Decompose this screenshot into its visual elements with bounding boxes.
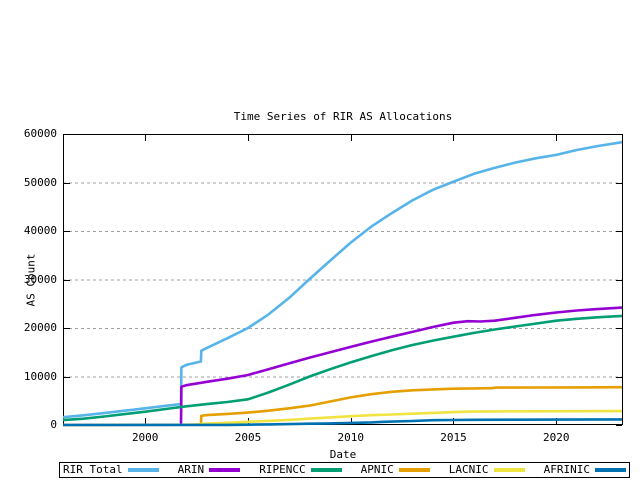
legend-label: ARIN	[177, 463, 205, 476]
legend: RIR Total ARIN RIPENCC APNIC LACNIC AFRINIC	[59, 462, 630, 478]
chart-title: Time Series of RIR AS Allocations	[233, 110, 453, 123]
legend-swatch	[398, 468, 430, 472]
legend-swatch	[310, 468, 342, 472]
y-tick-label: 60000	[23, 127, 57, 140]
plot-border	[63, 134, 623, 425]
legend-item-ripencc: RIPENCC	[259, 463, 342, 476]
y-tick-label: 10000	[23, 369, 57, 383]
series-line-apnic	[199, 385, 623, 425]
legend-swatch	[127, 468, 159, 472]
y-tick-label: 50000	[23, 175, 57, 189]
legend-swatch	[209, 468, 241, 472]
legend-item-lacnic: LACNIC	[449, 464, 525, 476]
series-line-arin	[62, 306, 623, 427]
y-tick-label: 40000	[23, 224, 57, 237]
y-tick-label: 0	[50, 418, 57, 431]
y-tick-label: 20000	[23, 321, 57, 334]
x-axis-label: Date	[329, 448, 357, 461]
legend-label: APNIC	[360, 463, 394, 476]
y-tick-label: 30000	[23, 272, 57, 286]
x-tick-label: 2020	[542, 431, 570, 444]
series-line-afrinic	[62, 418, 623, 427]
x-tick-label: 2005	[234, 431, 262, 444]
x-tick-label: 2000	[131, 431, 159, 444]
x-tick-label: 2010	[337, 431, 364, 444]
series-line-rir-total	[62, 140, 623, 419]
series-line-lacnic	[62, 409, 623, 427]
legend-item-afrinic: AFRINIC	[544, 464, 626, 476]
legend-label: RIR Total	[63, 463, 123, 476]
legend-item-apnic: APNIC	[361, 464, 430, 476]
legend-label: RIPENCC	[259, 463, 306, 476]
legend-label: LACNIC	[448, 463, 489, 476]
x-tick-label: 2015	[440, 431, 467, 444]
series-line-ripencc	[62, 314, 623, 422]
legend-item-rir-total: RIR Total	[63, 464, 159, 476]
legend-swatch	[493, 468, 525, 472]
legend-swatch	[594, 468, 626, 472]
legend-label: AFRINIC	[543, 463, 590, 476]
legend-item-arin: ARIN	[178, 464, 241, 476]
